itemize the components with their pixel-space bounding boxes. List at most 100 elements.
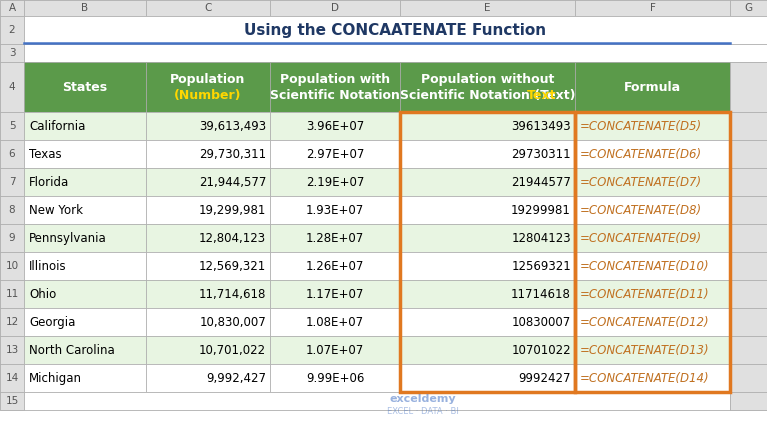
Bar xyxy=(270,364,400,392)
Text: 10830007: 10830007 xyxy=(512,315,571,329)
Text: =CONCATENATE(D6): =CONCATENATE(D6) xyxy=(580,147,702,161)
Text: 9,992,427: 9,992,427 xyxy=(206,371,266,385)
Bar xyxy=(24,44,767,62)
Bar xyxy=(730,280,767,308)
Text: 11714618: 11714618 xyxy=(511,287,571,301)
Text: 11,714,618: 11,714,618 xyxy=(199,287,266,301)
Bar xyxy=(146,62,270,112)
Text: C: C xyxy=(204,3,212,13)
Text: 9: 9 xyxy=(8,233,15,243)
Bar xyxy=(730,0,767,16)
Text: Illinois: Illinois xyxy=(29,260,67,272)
Text: 9992427: 9992427 xyxy=(518,371,571,385)
Text: 39613493: 39613493 xyxy=(512,120,571,132)
Bar xyxy=(0,280,24,308)
Bar xyxy=(270,62,400,112)
Bar xyxy=(24,336,146,364)
Text: =CONCATENATE(D14): =CONCATENATE(D14) xyxy=(580,371,709,385)
Bar xyxy=(575,280,730,308)
Bar xyxy=(400,308,575,336)
Bar xyxy=(575,168,730,196)
Bar xyxy=(270,252,400,280)
Bar xyxy=(146,336,270,364)
Bar xyxy=(575,0,730,16)
Bar xyxy=(146,224,270,252)
Text: 1.93E+07: 1.93E+07 xyxy=(306,203,364,216)
Bar xyxy=(730,336,767,364)
Text: 3.96E+07: 3.96E+07 xyxy=(306,120,364,132)
Bar xyxy=(730,392,767,410)
Text: 19,299,981: 19,299,981 xyxy=(199,203,266,216)
Bar xyxy=(146,140,270,168)
Bar xyxy=(24,62,146,112)
Text: Texas: Texas xyxy=(29,147,61,161)
Bar xyxy=(400,0,575,16)
Text: 12,804,123: 12,804,123 xyxy=(199,231,266,245)
Bar xyxy=(730,224,767,252)
Bar xyxy=(270,168,400,196)
Text: 19299981: 19299981 xyxy=(511,203,571,216)
Bar xyxy=(24,364,146,392)
Bar xyxy=(400,252,575,280)
Text: (Number): (Number) xyxy=(174,88,242,102)
Text: 21,944,577: 21,944,577 xyxy=(199,176,266,188)
Bar xyxy=(24,252,146,280)
Bar xyxy=(270,224,400,252)
Text: 13: 13 xyxy=(5,345,18,355)
Bar xyxy=(270,336,400,364)
Bar xyxy=(146,168,270,196)
Bar xyxy=(400,336,575,364)
Text: 10,830,007: 10,830,007 xyxy=(199,315,266,329)
Text: 2: 2 xyxy=(8,25,15,35)
Bar xyxy=(270,140,400,168)
Text: Michigan: Michigan xyxy=(29,371,82,385)
Text: G: G xyxy=(745,3,752,13)
Text: 1.07E+07: 1.07E+07 xyxy=(306,344,364,356)
Bar xyxy=(400,62,575,112)
Text: =CONCATENATE(D9): =CONCATENATE(D9) xyxy=(580,231,702,245)
Text: 6: 6 xyxy=(8,149,15,159)
Bar xyxy=(24,196,146,224)
Bar xyxy=(24,392,730,410)
Bar xyxy=(730,196,767,224)
Bar xyxy=(575,336,730,364)
Text: Pennsylvania: Pennsylvania xyxy=(29,231,107,245)
Text: =CONCATENATE(D12): =CONCATENATE(D12) xyxy=(580,315,709,329)
Text: 12569321: 12569321 xyxy=(512,260,571,272)
Bar xyxy=(400,364,575,392)
Text: 29730311: 29730311 xyxy=(512,147,571,161)
Text: 10: 10 xyxy=(5,261,18,271)
Bar xyxy=(146,0,270,16)
Text: 12804123: 12804123 xyxy=(512,231,571,245)
Text: 4: 4 xyxy=(8,82,15,92)
Text: Population: Population xyxy=(170,73,245,85)
Text: 11: 11 xyxy=(5,289,18,299)
Text: Florida: Florida xyxy=(29,176,69,188)
Bar xyxy=(575,308,730,336)
Text: 21944577: 21944577 xyxy=(511,176,571,188)
Text: =CONCATENATE(D13): =CONCATENATE(D13) xyxy=(580,344,709,356)
Bar xyxy=(146,280,270,308)
Bar xyxy=(270,280,400,308)
Text: =CONCATENATE(D10): =CONCATENATE(D10) xyxy=(580,260,709,272)
Text: Scientific Notation (Text): Scientific Notation (Text) xyxy=(400,88,575,102)
Bar xyxy=(146,252,270,280)
Text: EXCEL · DATA · BI: EXCEL · DATA · BI xyxy=(387,407,459,415)
Bar xyxy=(0,224,24,252)
Text: D: D xyxy=(331,3,339,13)
Text: 39,613,493: 39,613,493 xyxy=(199,120,266,132)
Text: B: B xyxy=(81,3,88,13)
Bar xyxy=(24,308,146,336)
Text: 5: 5 xyxy=(8,121,15,131)
Bar xyxy=(24,280,146,308)
Bar xyxy=(0,196,24,224)
Text: 12,569,321: 12,569,321 xyxy=(199,260,266,272)
Text: 2.97E+07: 2.97E+07 xyxy=(306,147,364,161)
Bar xyxy=(270,308,400,336)
Bar xyxy=(0,62,24,112)
Bar xyxy=(146,196,270,224)
Text: 2.19E+07: 2.19E+07 xyxy=(306,176,364,188)
Text: 1.28E+07: 1.28E+07 xyxy=(306,231,364,245)
Bar xyxy=(730,112,767,140)
Bar xyxy=(730,308,767,336)
